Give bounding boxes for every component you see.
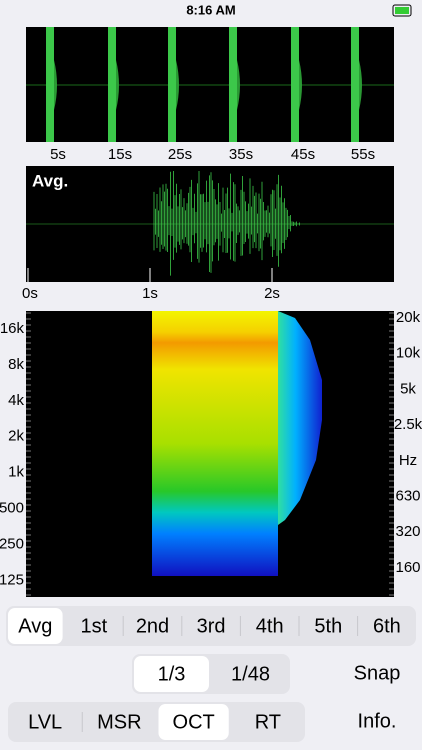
segment-mode-tabs[interactable]: RT bbox=[255, 711, 281, 733]
spectrogram-main bbox=[152, 311, 278, 576]
average-label: Avg. bbox=[32, 171, 68, 190]
overview-time-label: 25s bbox=[168, 146, 192, 163]
spectrogram-decay bbox=[278, 311, 322, 525]
freq-label-left: 125 bbox=[0, 571, 24, 588]
overview-time-label: 15s bbox=[108, 146, 132, 163]
freq-label-right: 20k bbox=[396, 309, 421, 326]
burst-tail bbox=[299, 60, 302, 110]
freq-label-right: 2.5k bbox=[394, 416, 422, 433]
average-time-label: 2s bbox=[264, 285, 280, 302]
freq-label-left: 250 bbox=[0, 535, 24, 552]
burst bbox=[108, 27, 116, 142]
segment-measurement-tabs[interactable]: 2nd bbox=[136, 615, 169, 637]
segment-measurement-tabs[interactable]: 1st bbox=[81, 615, 108, 637]
burst-tail bbox=[237, 60, 240, 110]
burst-tail bbox=[359, 60, 362, 110]
freq-label-right: 630 bbox=[395, 487, 420, 504]
freq-label-right: Hz bbox=[399, 452, 417, 469]
freq-label-left: 500 bbox=[0, 499, 24, 516]
segment-mode-tabs[interactable]: MSR bbox=[97, 711, 141, 733]
freq-label-left: 4k bbox=[8, 392, 24, 409]
segment-selected bbox=[158, 704, 229, 740]
burst-tail bbox=[176, 60, 179, 110]
status-time: 8:16 AM bbox=[186, 2, 235, 17]
burst bbox=[351, 27, 359, 142]
segment-measurement-tabs[interactable]: 6th bbox=[373, 615, 401, 637]
burst bbox=[291, 27, 299, 142]
average-time-label: 1s bbox=[142, 285, 158, 302]
overview-time-label: 45s bbox=[291, 146, 315, 163]
freq-label-right: 5k bbox=[400, 380, 416, 397]
segment-selected bbox=[134, 656, 209, 692]
segment-mode-tabs[interactable]: LVL bbox=[28, 711, 62, 733]
segment-measurement-tabs[interactable]: Avg bbox=[18, 615, 52, 637]
freq-label-right: 10k bbox=[396, 345, 421, 362]
info-button[interactable]: Info. bbox=[358, 710, 397, 732]
overview-time-label: 5s bbox=[50, 146, 66, 163]
freq-label-right: 320 bbox=[395, 523, 420, 540]
burst bbox=[229, 27, 237, 142]
segment-selected bbox=[8, 608, 63, 644]
freq-label-left: 1k bbox=[8, 464, 24, 481]
freq-label-right: 160 bbox=[395, 559, 420, 576]
segment-resolution-tabs[interactable]: 1/3 bbox=[158, 663, 186, 685]
freq-label-left: 8k bbox=[8, 356, 24, 373]
segment-mode-tabs[interactable]: OCT bbox=[173, 711, 215, 733]
burst bbox=[168, 27, 176, 142]
segment-measurement-tabs[interactable]: 3rd bbox=[197, 615, 226, 637]
battery-level bbox=[395, 7, 409, 14]
average-time-label: 0s bbox=[22, 285, 38, 302]
freq-label-left: 16k bbox=[0, 320, 24, 337]
battery-icon bbox=[392, 4, 412, 17]
segment-measurement-tabs[interactable]: 4th bbox=[256, 615, 284, 637]
segment-resolution-tabs[interactable]: 1/48 bbox=[231, 663, 270, 685]
overview-time-label: 35s bbox=[229, 146, 253, 163]
burst bbox=[46, 27, 54, 142]
segment-measurement-tabs[interactable]: 5th bbox=[314, 615, 342, 637]
burst-tail bbox=[54, 60, 57, 110]
snap-button[interactable]: Snap bbox=[354, 662, 401, 684]
freq-label-left: 2k bbox=[8, 428, 24, 445]
measurement-control bbox=[6, 606, 416, 646]
overview-time-label: 55s bbox=[351, 146, 375, 163]
burst-tail bbox=[116, 60, 119, 110]
